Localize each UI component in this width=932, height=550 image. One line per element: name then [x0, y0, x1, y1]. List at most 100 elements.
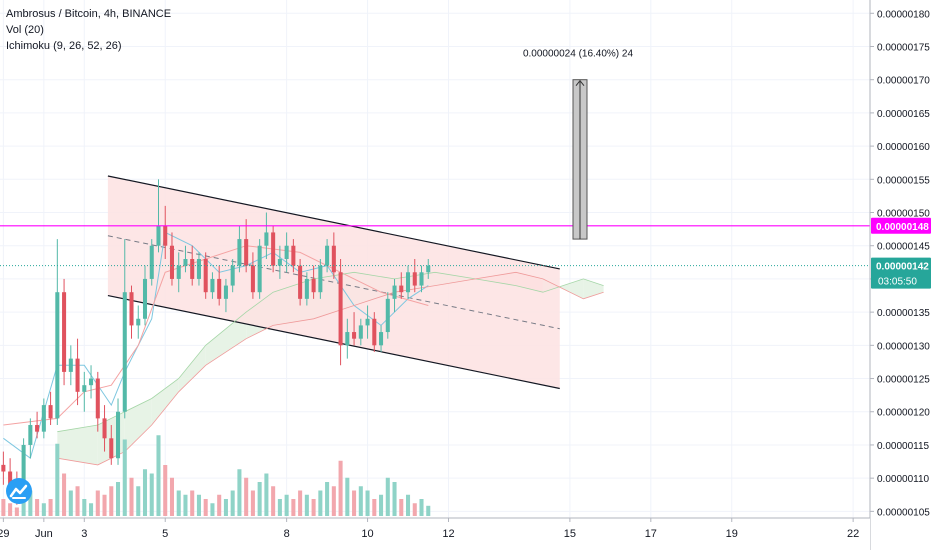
- candlesticks[interactable]: [1, 179, 431, 505]
- descending-channel[interactable]: [107, 175, 560, 390]
- candle-body: [237, 239, 242, 266]
- candle: [149, 239, 154, 286]
- volume-bar: [237, 469, 242, 516]
- cloud-segment: [178, 345, 206, 392]
- price-tick-label: 0.00000155: [877, 175, 930, 186]
- candle-body: [8, 471, 13, 485]
- time-tick-label: 10: [361, 528, 373, 540]
- price-tick-label: 0.00000165: [877, 109, 930, 120]
- candle-body: [392, 285, 397, 299]
- symbol-title[interactable]: Ambrosus / Bitcoin, 4h, BINANCE: [6, 8, 172, 20]
- price-tick-label: 0.00000145: [877, 242, 930, 253]
- candle-body: [271, 232, 276, 266]
- candle-body: [163, 225, 168, 246]
- candle: [122, 239, 127, 419]
- candle: [291, 239, 296, 273]
- price-tag-label: 0.00000142: [876, 262, 929, 273]
- time-tick-label: 22: [847, 528, 859, 540]
- volume-bar: [325, 482, 330, 516]
- volume-bar: [122, 439, 127, 516]
- volume-bar: [311, 499, 316, 516]
- candle: [372, 312, 377, 352]
- candle-body: [129, 292, 134, 326]
- candle: [244, 219, 249, 273]
- chart-grid: [0, 0, 870, 518]
- volume-bar: [89, 503, 94, 516]
- candle-body: [89, 378, 94, 386]
- horizontal-levels[interactable]: [0, 225, 870, 267]
- price-tick-label: 0.00000130: [877, 341, 930, 352]
- candle-body: [298, 265, 303, 299]
- candle-body: [203, 259, 208, 293]
- channel-lower-line: [107, 294, 560, 390]
- price-tags: 0.00000148 0.00000142 03:05:50: [871, 217, 931, 289]
- candle: [82, 371, 87, 412]
- volume-bar: [116, 482, 121, 516]
- candle-body: [196, 259, 201, 279]
- candle: [136, 305, 141, 339]
- volume-bar: [35, 499, 40, 516]
- candle-body: [250, 265, 255, 293]
- volume-bar: [264, 473, 269, 516]
- candle-body: [358, 325, 363, 339]
- chart-legend: Ambrosus / Bitcoin, 4h, BINANCE Vol (20)…: [6, 6, 171, 54]
- candle-body: [426, 265, 431, 273]
- candle: [257, 239, 262, 299]
- volume-bar: [244, 477, 249, 516]
- candle-body: [311, 278, 316, 293]
- candle-body: [82, 385, 87, 392]
- volume-bar: [95, 490, 100, 516]
- price-tick-label: 0.00000120: [877, 408, 930, 419]
- candle-body: [109, 438, 114, 459]
- volume-bar: [345, 477, 350, 516]
- candle: [304, 272, 309, 306]
- candle-body: [210, 278, 215, 293]
- price-tag-bg: [871, 257, 931, 289]
- volume-bar: [392, 482, 397, 516]
- candle: [217, 265, 222, 306]
- tradingview-logo[interactable]: [6, 478, 32, 504]
- time-tick-label: 3: [81, 528, 87, 540]
- candle-body: [277, 259, 282, 266]
- volume-bar: [8, 503, 13, 516]
- candle-body: [68, 358, 73, 372]
- candle: [163, 205, 168, 259]
- candle-body: [1, 464, 6, 472]
- price-tag-bg: [871, 217, 931, 234]
- candle: [338, 259, 343, 366]
- time-axis[interactable]: 29 Jun 3 5 8 10 12 15 17 19 22: [0, 517, 870, 550]
- time-tick-label: Jun: [35, 528, 53, 540]
- cloud-segment: [205, 312, 247, 366]
- volume-bar: [406, 494, 411, 516]
- candle: [28, 418, 33, 459]
- candle: [129, 285, 134, 339]
- time-tick-label: 12: [442, 528, 454, 540]
- volume-bar: [55, 443, 60, 516]
- measure-tool[interactable]: 0.00000024 (16.40%) 24: [523, 49, 634, 240]
- candle-body: [48, 405, 53, 419]
- volume-study-label[interactable]: Vol (20): [6, 24, 44, 36]
- volume-bar: [48, 499, 53, 516]
- candle: [250, 252, 255, 299]
- candle-body: [257, 245, 262, 293]
- candle: [331, 232, 336, 279]
- volume-bar: [230, 490, 235, 516]
- candle-body: [331, 245, 336, 273]
- candle-body: [55, 292, 60, 419]
- candle: [284, 232, 289, 273]
- candle: [345, 318, 350, 359]
- volume-bar: [250, 490, 255, 516]
- volume-bar: [419, 499, 424, 516]
- channel-upper-line: [107, 175, 560, 270]
- candle: [116, 398, 121, 465]
- volume-bar: [399, 499, 404, 516]
- candle-body: [365, 318, 370, 326]
- price-tag-label: 0.00000148: [876, 222, 929, 233]
- candle: [223, 278, 228, 313]
- price-tick-label: 0.00000160: [877, 142, 930, 153]
- candle: [203, 252, 208, 299]
- volume-bar: [102, 494, 107, 516]
- candle-body: [284, 245, 289, 259]
- ichimoku-study-label[interactable]: Ichimoku (9, 26, 52, 26): [6, 40, 122, 52]
